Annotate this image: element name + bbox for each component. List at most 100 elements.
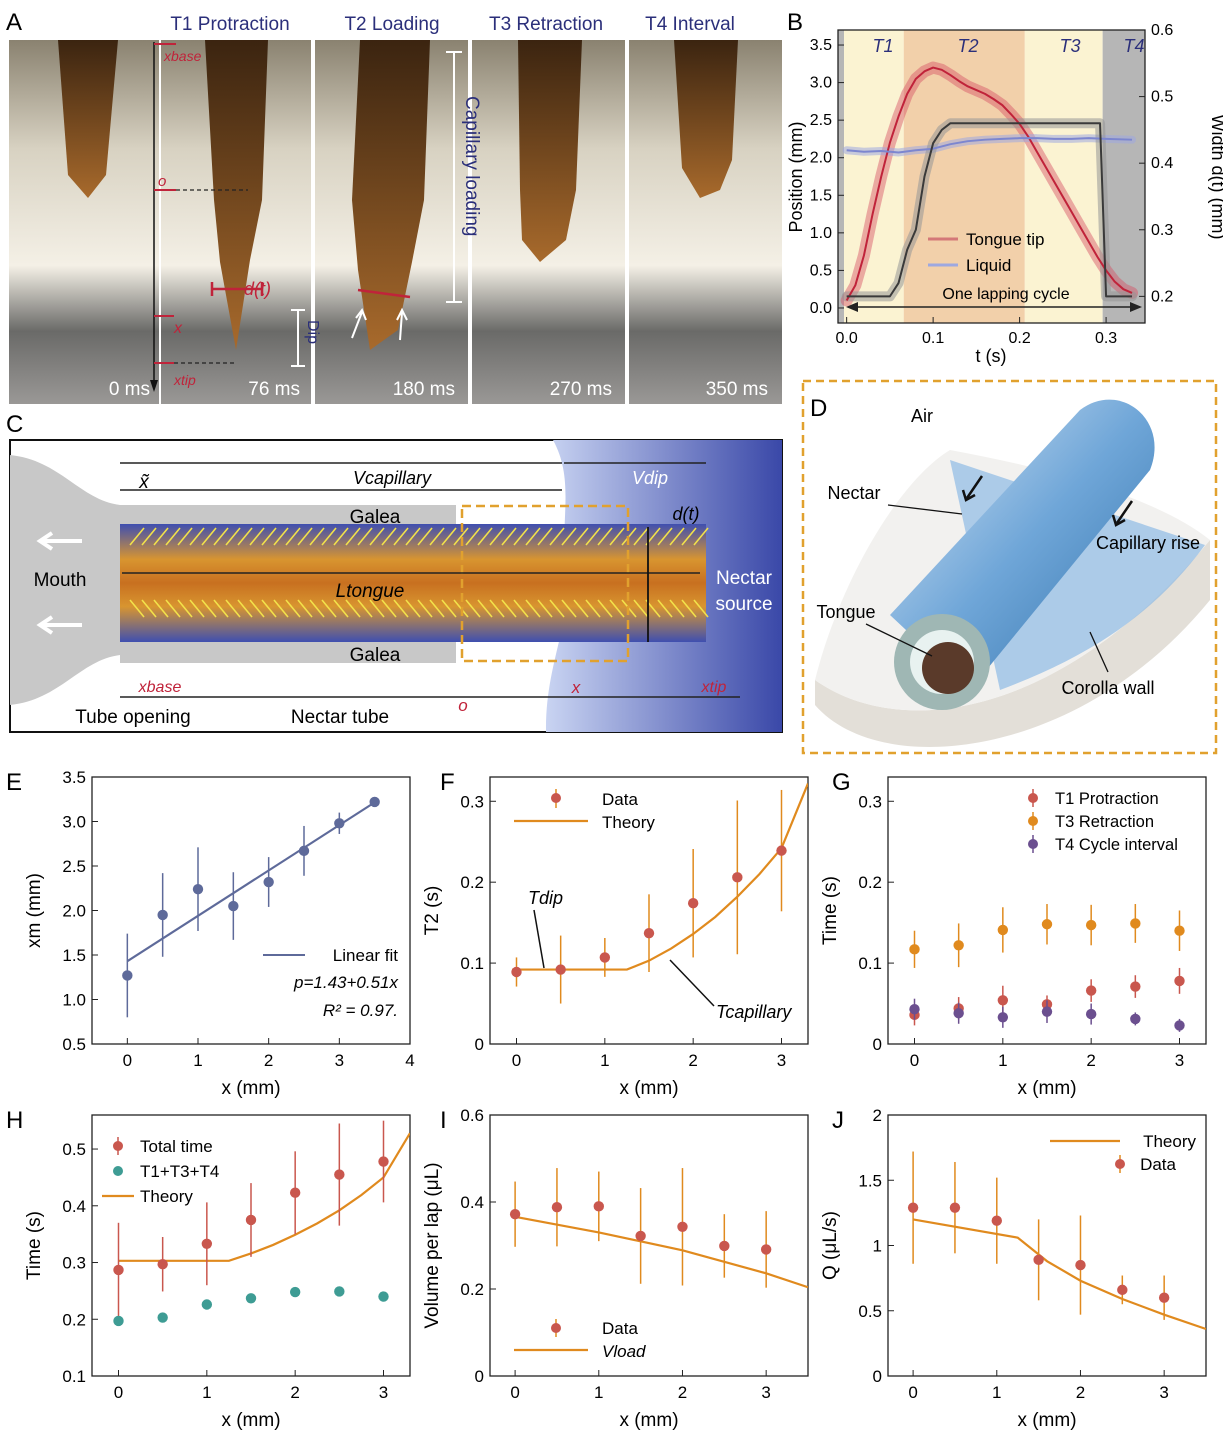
hair-bottom — [357, 599, 373, 618]
data-point — [334, 1169, 345, 1180]
y-tick-label-right: 0.2 — [1151, 288, 1173, 305]
hair-top — [681, 527, 697, 546]
hair-top — [573, 527, 589, 546]
hair-top — [273, 527, 289, 546]
x-tick-label: 3 — [1175, 1051, 1184, 1070]
corolla-pointer — [1089, 631, 1109, 673]
dt-label: d(t) — [673, 504, 700, 524]
hair-top — [597, 527, 613, 546]
hair-bottom — [345, 599, 361, 618]
panel-a-micrographs: T1 Protraction T2 Loading T3 Retraction … — [9, 14, 782, 404]
data-point — [732, 872, 743, 883]
series-lines — [845, 66, 1133, 301]
hair-bottom — [633, 599, 649, 618]
panel-h-chart: 0 1 2 3 0.1 0.2 0.3 0.4 0.5 x (mm) Time (s) Total t… — [24, 1114, 411, 1431]
phase-label-t2: T2 — [957, 36, 978, 56]
x-tick-label: 3 — [379, 1383, 388, 1402]
hair-bottom — [249, 599, 265, 618]
legend-label-theory: Theory — [140, 1187, 193, 1206]
galea-bottom-label: Galea — [350, 645, 401, 666]
hair-bottom — [681, 599, 697, 618]
data-point — [953, 1008, 964, 1019]
y-tick-label-right: 0.3 — [1151, 222, 1173, 239]
data-point — [909, 1004, 920, 1015]
phase-label-t2: T2 Loading — [344, 14, 439, 35]
nectar-tube-label: Nectar tube — [291, 707, 389, 728]
y-tick-label: 3.5 — [62, 768, 86, 787]
panel-letter-b: B — [787, 9, 803, 36]
data-point — [776, 845, 787, 856]
o-label: o — [158, 173, 166, 190]
data-point — [157, 1312, 168, 1323]
legend-label-theory: Theory — [1143, 1132, 1196, 1151]
hair-top — [345, 527, 361, 546]
panel-letter-d: D — [810, 395, 827, 422]
x-axis-label: x (mm) — [221, 1410, 280, 1431]
hair-top — [141, 527, 157, 546]
data-point — [201, 1238, 213, 1249]
series-line-1 — [846, 137, 1133, 154]
data-point — [593, 1201, 604, 1212]
galea-top-label: Galea — [350, 507, 401, 528]
hair-top — [357, 527, 373, 546]
hair-top — [525, 527, 541, 546]
x-tick-label: 2 — [688, 1051, 697, 1070]
panel-letter-j: J — [832, 1107, 844, 1134]
data-point — [1130, 981, 1141, 992]
white-arrow-right — [396, 307, 408, 341]
x-tick-label: 3 — [335, 1051, 344, 1070]
data-point — [1085, 919, 1097, 931]
data-point — [1085, 1008, 1097, 1020]
annotation-tdip: Tdip — [528, 888, 563, 908]
hair-top — [237, 527, 253, 546]
theory-line — [118, 1132, 410, 1262]
hair-top — [549, 527, 565, 546]
proboscis-4 — [518, 40, 582, 262]
hair-top — [417, 527, 433, 546]
hair-bottom — [657, 599, 673, 618]
hair-top — [249, 527, 265, 546]
series-line-2 — [846, 122, 1133, 298]
plot-frame — [489, 1114, 809, 1377]
hair-top — [669, 527, 685, 546]
legend-label-data: Data — [1140, 1155, 1176, 1174]
data-point — [334, 1286, 345, 1297]
legend-label: T3 Retraction — [1055, 813, 1154, 831]
legend-marker — [113, 1166, 123, 1176]
legend-marker — [1115, 1159, 1125, 1169]
y-tick-label: 0 — [475, 1367, 484, 1386]
data-point — [113, 1315, 124, 1327]
phase-label-t4: T4 — [1123, 36, 1144, 56]
data-point — [245, 1293, 257, 1304]
data-point — [263, 876, 274, 888]
panel-d-illustration: Air Nectar Capillary rise Tongue Corolla… — [801, 379, 1218, 755]
hair-top — [369, 527, 385, 546]
panel-g-chart: 0 1 2 3 0 0.1 0.2 0.3 x (mm) Time (s) T1 Protracti… — [820, 776, 1207, 1099]
hair-top — [381, 527, 397, 546]
hair-bottom — [189, 599, 205, 618]
hair-bottom — [525, 599, 541, 618]
hair-top — [201, 527, 217, 546]
y-tick-label: 0.1 — [460, 954, 484, 973]
legend-label-theory: Theory — [602, 813, 655, 832]
legend-marker — [1028, 839, 1038, 849]
x-tick-label: 2 — [1076, 1383, 1085, 1402]
air-label: Air — [911, 406, 933, 426]
tube-opening-label: Tube opening — [75, 707, 191, 728]
y-tick-label: 0.4 — [460, 1193, 484, 1212]
hair-top — [165, 527, 181, 546]
y-tick-label-right: 0.6 — [1151, 22, 1173, 39]
y-axis-label: Volume per lap (μL) — [422, 1162, 443, 1328]
y-tick-label: 2.5 — [62, 857, 86, 876]
y-tick-label-left: 2.5 — [810, 112, 832, 129]
proboscis-1 — [58, 40, 118, 198]
hair-top — [441, 527, 457, 546]
hair-top — [285, 527, 301, 546]
l-tongue-label: Ltongue — [336, 581, 405, 602]
y-tick-label-left: 0.5 — [810, 262, 832, 279]
panel-letter-a: A — [6, 9, 22, 36]
panel-letter-g: G — [832, 769, 851, 796]
y-tick-label-right: 0.4 — [1151, 155, 1173, 172]
hair-bottom — [585, 599, 601, 618]
hair-bottom — [441, 599, 457, 618]
